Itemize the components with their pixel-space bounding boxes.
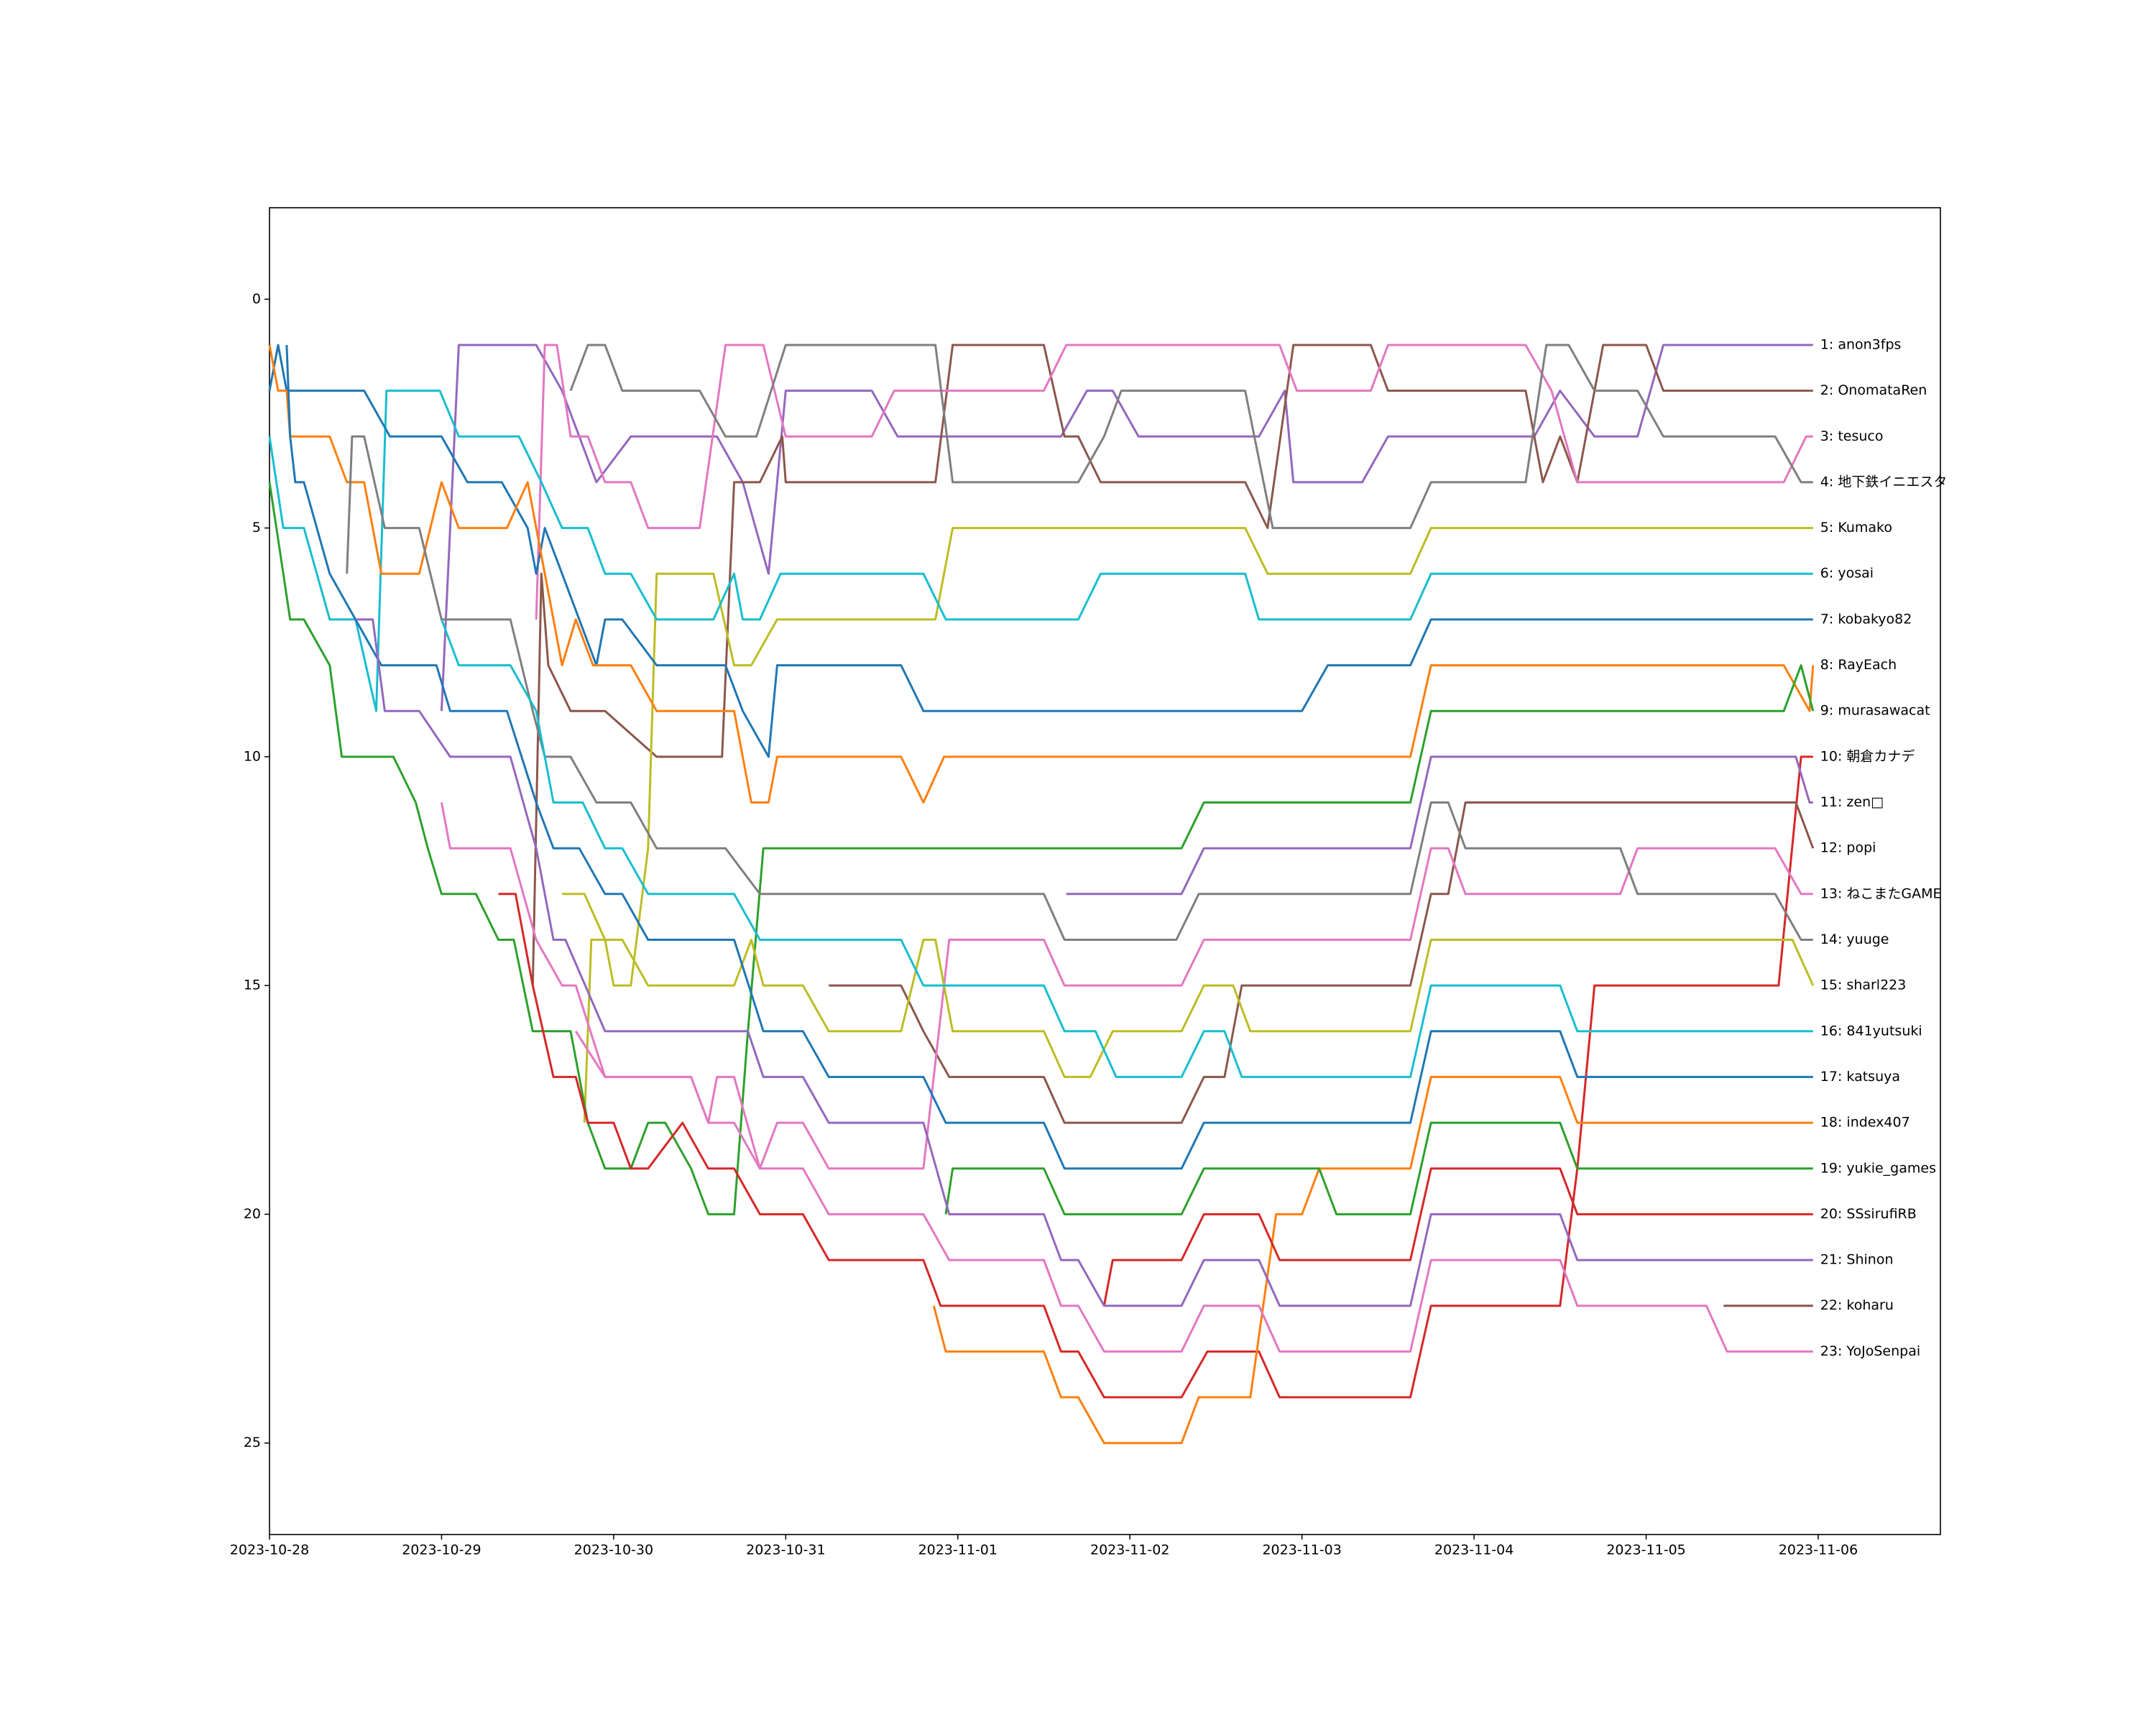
plot-frame [269,207,1941,1535]
series-label: 4: 地下鉄イニエスタ [1820,474,1948,489]
series-label: 18: index407 [1820,1115,1910,1131]
series-line [569,344,1813,530]
series-label: 7: kobakyo82 [1820,611,1912,627]
x-tick-label: 2023-10-28 [230,1542,309,1558]
series-label: 9: murasawacat [1820,703,1930,719]
series-label: 2: OnomataRen [1820,382,1927,398]
series-line [583,527,1813,1123]
series-line [574,1030,1813,1353]
series-line [355,618,1813,1307]
series-line [829,801,1815,1124]
series-label: 11: zen□ [1820,794,1884,810]
x-tick-label: 2023-10-30 [574,1542,653,1558]
series-line [1066,755,1813,896]
series-label: 1: anon3fps [1820,336,1902,352]
x-tick-label: 2023-11-04 [1434,1542,1514,1558]
series-label: 6: yosai [1820,566,1874,581]
series-line [531,344,1813,986]
series-label: 21: Shinon [1820,1252,1894,1268]
series-label: 8: RayEach [1820,657,1897,673]
x-tick-label: 2023-11-01 [918,1542,998,1558]
series-line [440,619,1813,1078]
series-label: 13: ねこまたGAME [1820,886,1942,901]
x-tick-label: 2023-11-03 [1262,1542,1341,1558]
series-line [268,482,1815,1215]
series-line [498,755,1813,1399]
x-tick-label: 2023-10-29 [402,1542,481,1558]
series-label: 5: Kumako [1820,520,1892,535]
y-tick-label: 5 [252,520,261,535]
series-label: 17: katsuya [1820,1069,1900,1085]
series-label: 3: tesuco [1820,428,1884,444]
y-tick-label: 15 [244,978,261,993]
series-line [268,344,1813,758]
series-label: 14: yuuge [1820,932,1889,947]
series-line [268,344,1815,804]
x-tick-label: 2023-10-31 [746,1542,825,1558]
y-tick-label: 20 [244,1206,261,1222]
series-label: 10: 朝倉カナデ [1820,748,1915,764]
series-line [1102,1167,1813,1306]
series-label: 23: YoJoSenpai [1820,1343,1920,1359]
series-line [932,1075,1813,1445]
x-tick-label: 2023-11-02 [1090,1542,1169,1558]
series-label: 12: popi [1820,840,1876,856]
series-label: 15: sharl223 [1820,978,1907,993]
x-tick-label: 2023-11-05 [1606,1542,1685,1558]
series-line [440,344,1813,712]
series-line [346,435,1813,941]
series-line [535,344,1813,620]
series-line [440,802,1813,1170]
series-label: 19: yukie_games [1820,1160,1936,1176]
series-label: 16: 841yutsuki [1820,1023,1922,1039]
x-tick-label: 2023-11-06 [1779,1542,1858,1558]
series-line [268,390,1813,712]
y-tick-label: 0 [252,291,261,307]
series-label: 22: koharu [1820,1297,1894,1313]
series-line [944,1121,1813,1215]
y-tick-label: 25 [244,1435,261,1450]
series-label: 20: SSsirufiRB [1820,1206,1917,1222]
y-tick-label: 10 [244,748,261,764]
